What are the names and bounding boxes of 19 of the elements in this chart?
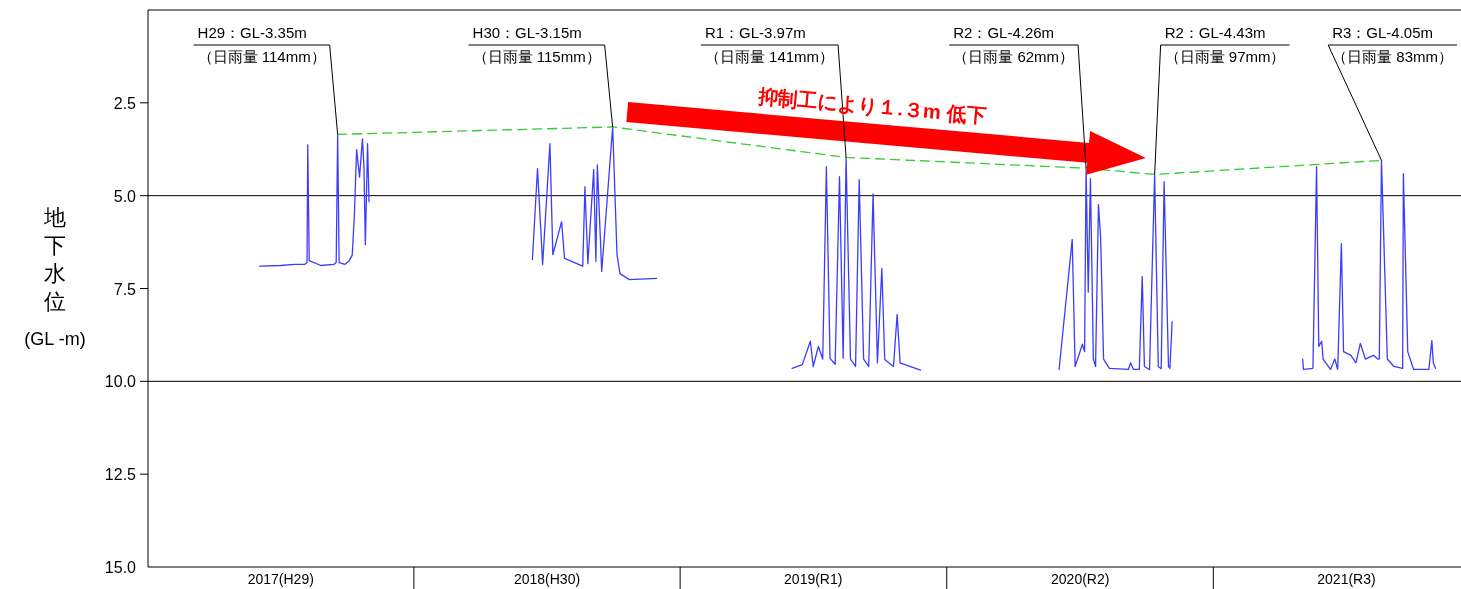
x-tick-label: 2020(R2) <box>1051 571 1110 587</box>
y-tick-label: 7.5 <box>113 280 137 298</box>
annotation: R3：GL-4.05m （日雨量 83mm） <box>1332 24 1453 65</box>
annotation: R2：GL-4.43m （日雨量 97mm） <box>1164 24 1286 65</box>
x-tick-label: 2021(R3) <box>1317 571 1376 587</box>
y-tick-label: 2.5 <box>113 94 137 112</box>
annotation: R2：GL-4.26m （日雨量 62mm） <box>953 24 1075 65</box>
annotation: 抑制工により１.３m 低下 <box>756 84 988 128</box>
x-tick-label: 2019(R1) <box>784 571 843 587</box>
annotation: R1：GL-3.97m （日雨量 141mm） <box>704 24 835 65</box>
annotation: H30：GL-3.15m （日雨量 115mm） <box>472 24 601 65</box>
x-tick-label: 2017(H29) <box>247 571 314 587</box>
y-axis-title: 地下水位(GL -m) <box>24 205 86 349</box>
x-tick-label: 2018(H30) <box>513 571 581 587</box>
annotation: H29：GL-3.35m （日雨量 114mm） <box>197 24 326 65</box>
y-tick-label: 12.5 <box>104 466 137 484</box>
y-tick-label: 15.0 <box>104 559 137 576</box>
y-tick-label: 5.0 <box>113 187 137 205</box>
y-tick-label: 10.0 <box>104 373 137 391</box>
